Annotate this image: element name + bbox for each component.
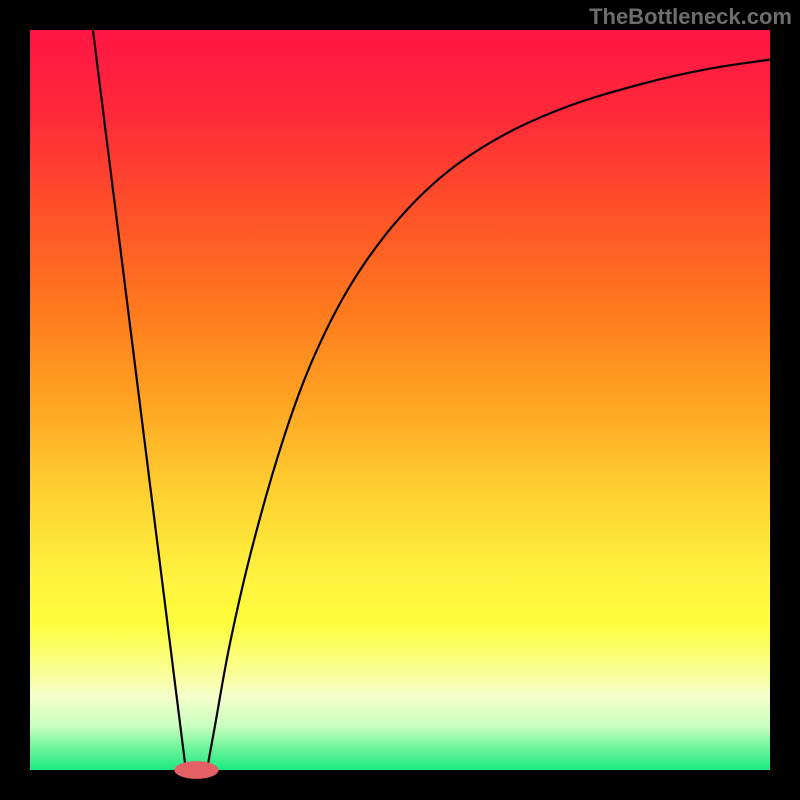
bottleneck-marker: [174, 761, 218, 779]
chart-svg: [0, 0, 800, 800]
chart-background: [30, 30, 770, 770]
bottleneck-chart: TheBottleneck.com: [0, 0, 800, 800]
